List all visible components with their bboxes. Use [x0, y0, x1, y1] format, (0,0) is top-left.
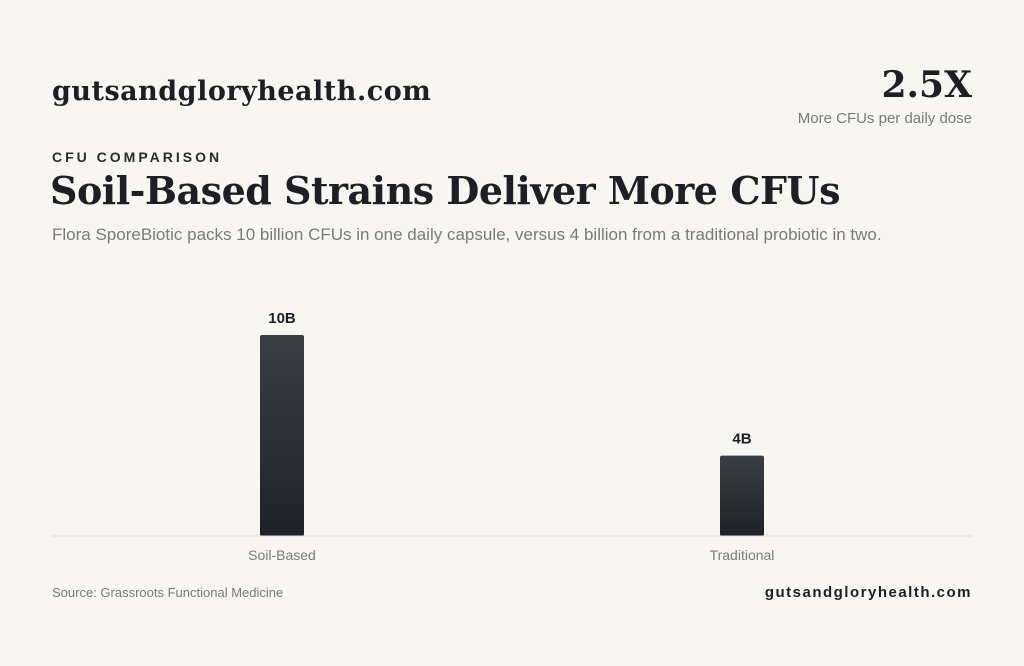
- bar-traditional: [720, 455, 764, 536]
- data-label: 4B: [732, 431, 751, 448]
- chart-title: Soil-Based Strains Deliver More CFUs: [50, 168, 840, 213]
- section-eyebrow: CFU COMPARISON: [52, 149, 223, 165]
- data-label: 10B: [268, 310, 296, 327]
- bar-soil-based: [260, 335, 304, 536]
- x-tick-label: Soil-Based: [248, 547, 316, 563]
- stat-label: More CFUs per daily dose: [797, 109, 972, 127]
- footer-brand: gutsandgloryhealth.com: [764, 584, 972, 601]
- stat-callout: 2.5X More CFUs per daily dose: [797, 64, 972, 127]
- source-note: Source: Grassroots Functional Medicine: [52, 585, 284, 600]
- stat-value: 2.5X: [881, 64, 972, 106]
- brand-logo-text: gutsandgloryhealth.com: [52, 76, 432, 107]
- chart-subtitle: Flora SporeBiotic packs 10 billion CFUs …: [52, 225, 882, 244]
- x-tick-label: Traditional: [710, 547, 775, 563]
